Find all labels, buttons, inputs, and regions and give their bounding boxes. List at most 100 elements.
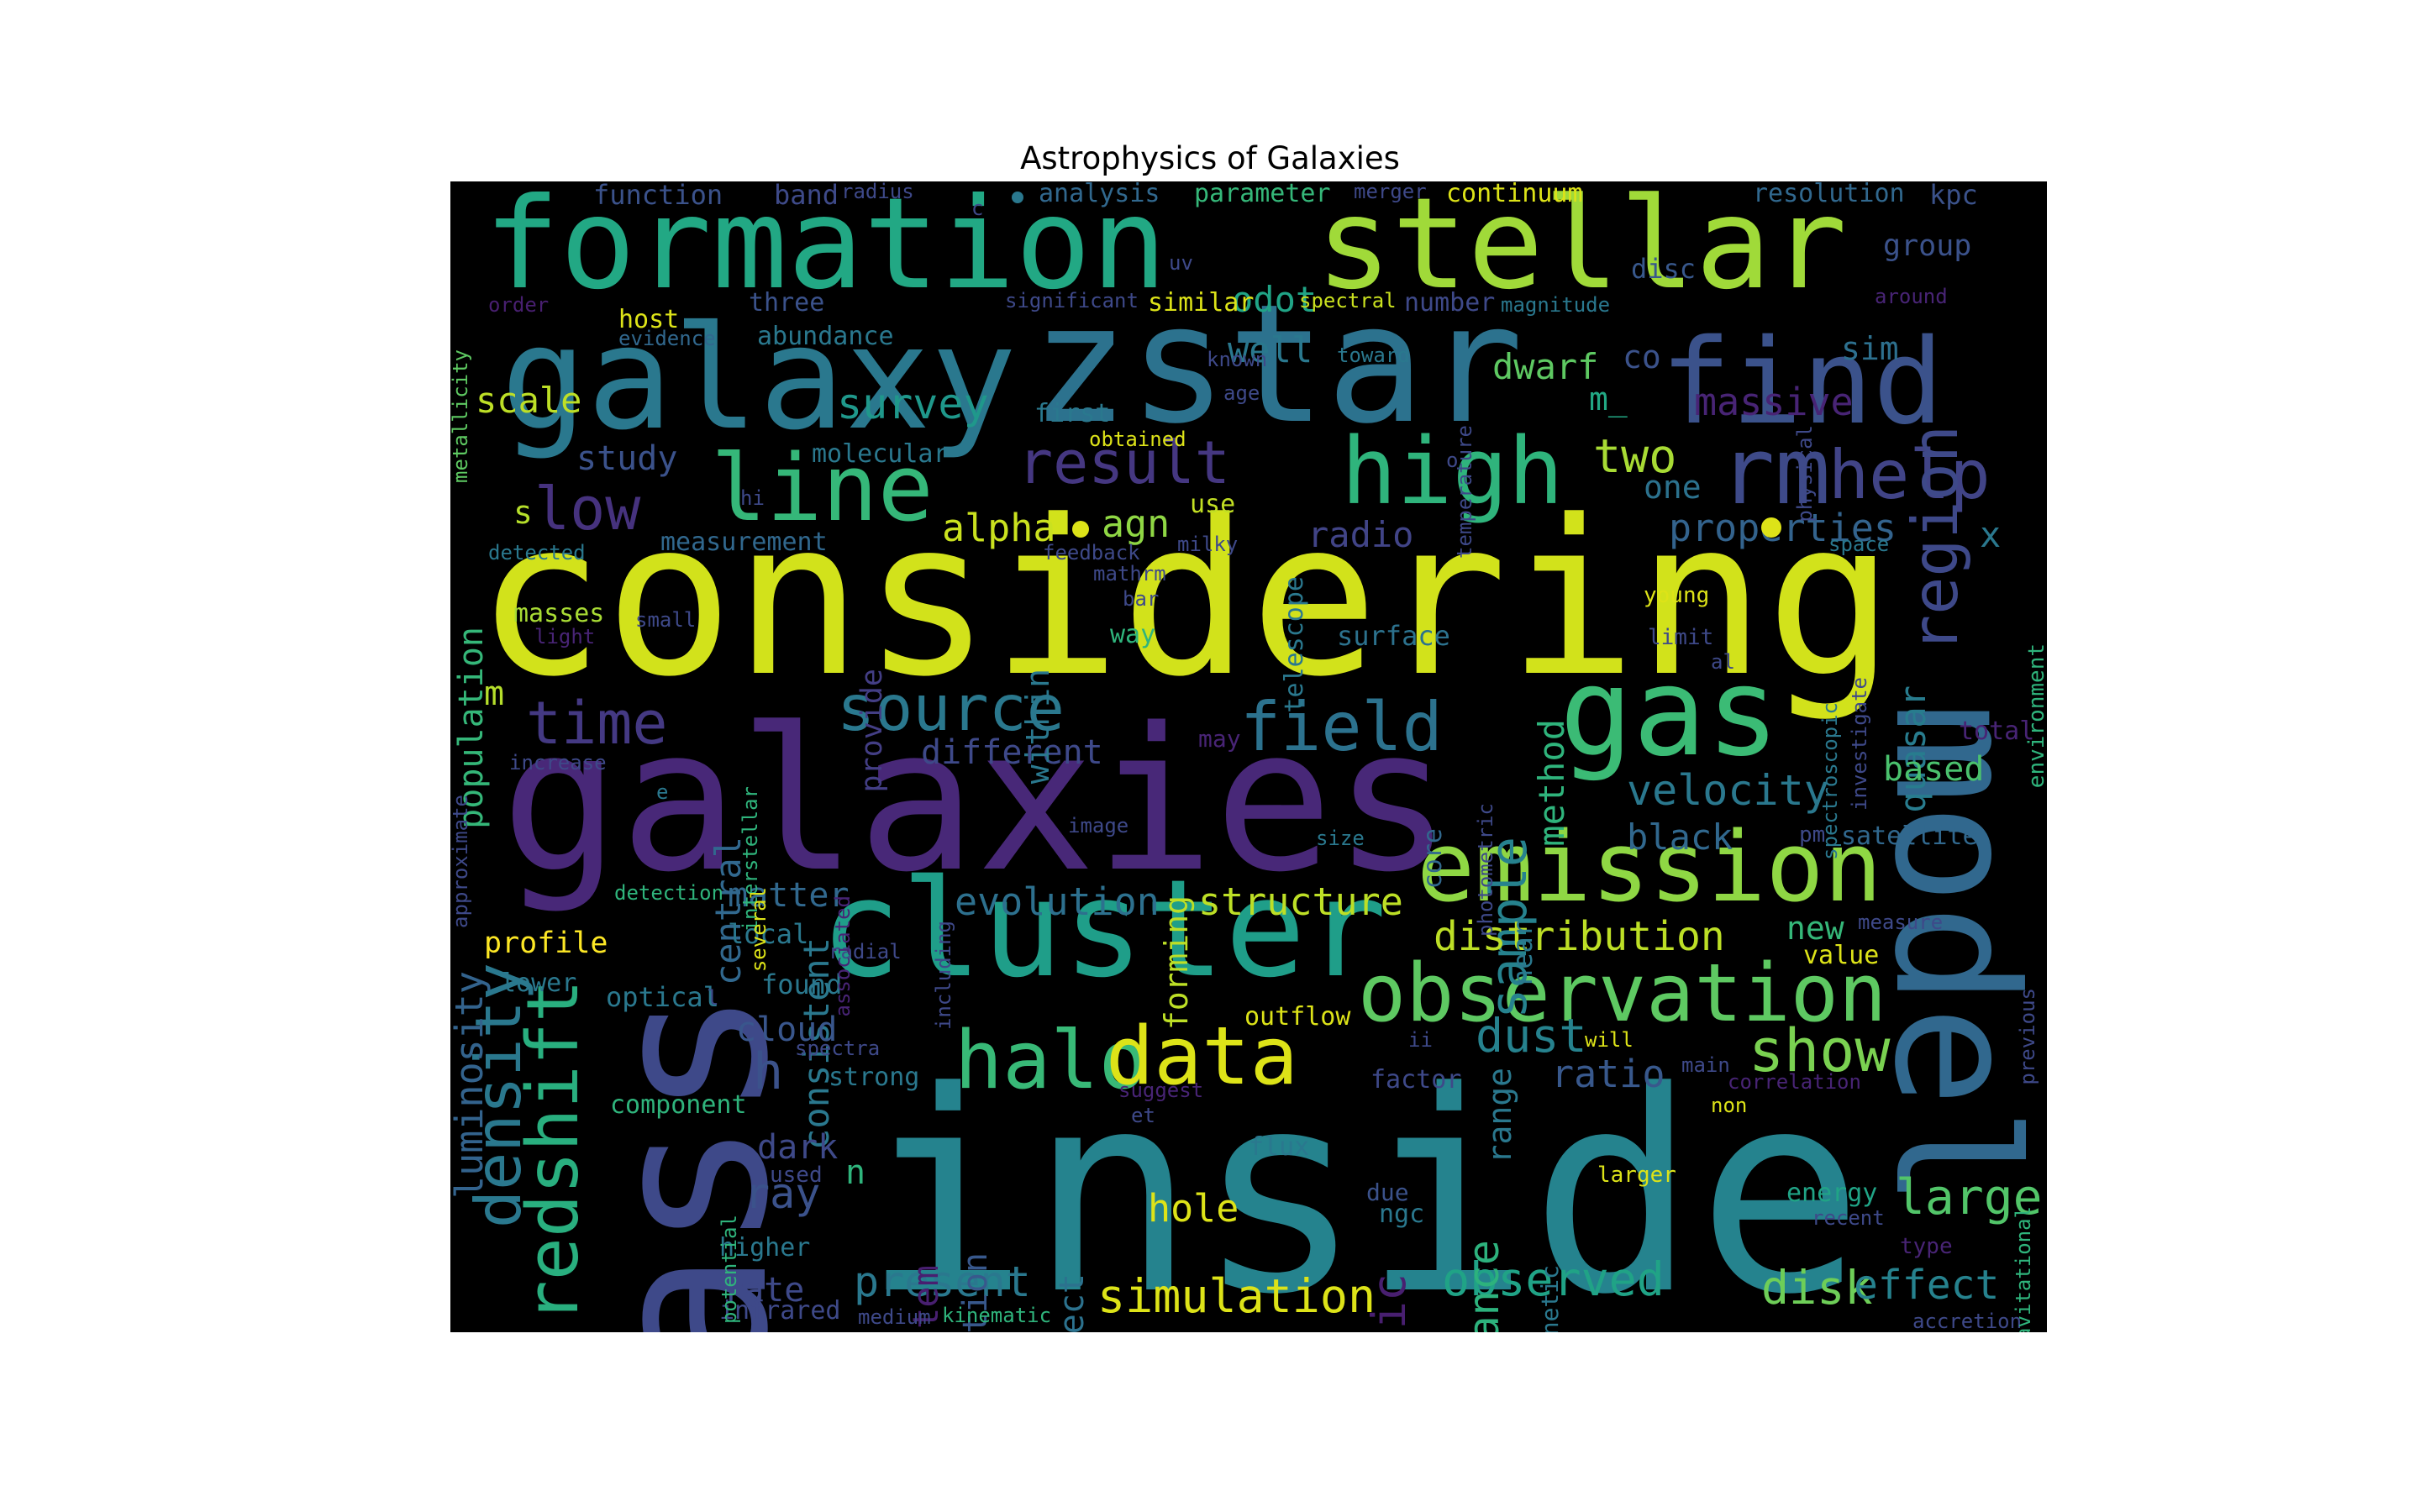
word-considering: considering: [476, 475, 1895, 724]
word-type: type: [1900, 1234, 1953, 1259]
word-temperature: temperature: [1453, 425, 1476, 559]
word-new: new: [1786, 910, 1844, 947]
word-infrared: infrared: [719, 1296, 841, 1326]
word-spectroscopic: spectroscopic: [1818, 702, 1842, 860]
word-field: field: [1240, 688, 1443, 766]
word-evidence: evidence: [618, 327, 716, 350]
word-number: number: [1404, 288, 1496, 318]
word-stellar: stellar: [1316, 181, 1848, 318]
word-halo: halo: [955, 1015, 1147, 1107]
word-one: one: [1644, 469, 1702, 506]
word-cluster: cluster: [820, 850, 1387, 1007]
word-approximate: approximate: [450, 795, 472, 928]
word-satellite: satellite: [1841, 822, 1978, 851]
word-several: several: [747, 887, 771, 973]
word-radial: radial: [829, 940, 902, 963]
word-three: three: [749, 288, 825, 318]
word-zstar: zstar: [1030, 269, 1523, 459]
word-structure: structure: [1198, 879, 1403, 924]
word-main: main: [1681, 1053, 1730, 1077]
word-near: near: [1507, 921, 1539, 986]
word-effect: effect: [1854, 1262, 2000, 1309]
word-medium: medium: [858, 1305, 931, 1329]
word-parameter: parameter: [1194, 181, 1331, 208]
word-analysis: analysis: [1039, 181, 1160, 208]
word-surface: surface: [1337, 620, 1450, 652]
word-n: n: [845, 1153, 866, 1192]
word-ii: ii: [1408, 1028, 1433, 1052]
word-observed: observed: [1442, 1252, 1665, 1306]
word-function: function: [593, 181, 723, 211]
word-dark: dark: [757, 1128, 839, 1167]
word-detection: detection: [614, 881, 724, 905]
word-rate: rate: [723, 1271, 805, 1310]
word-quasar: quasar: [1892, 685, 1933, 813]
word-spectra: spectra: [795, 1037, 881, 1060]
word-kinematic: kinematic: [942, 1304, 1052, 1327]
word-dwarf: dwarf: [1492, 346, 1599, 387]
word-m-: m_: [1589, 381, 1628, 417]
word-component: component: [610, 1090, 747, 1120]
cloud-dot-1: [1761, 517, 1781, 538]
word-luminosity: luminosity: [450, 971, 492, 1199]
word-resolution: resolution: [1753, 181, 1905, 208]
word-high: high: [1341, 417, 1564, 525]
word-object: object: [1053, 1273, 1092, 1332]
word-local: local: [728, 918, 809, 950]
word-evolution: evolution: [955, 879, 1160, 924]
word-black: black: [1627, 816, 1733, 858]
word-associated: associated: [831, 895, 855, 1017]
word-low: low: [534, 475, 641, 543]
word-detected: detected: [488, 541, 586, 564]
word-formation: formation: [484, 181, 1167, 318]
word-m: m: [484, 675, 505, 713]
word-help: help: [1828, 436, 1991, 514]
word-outflow: outflow: [1244, 1002, 1351, 1032]
word-increase: increase: [509, 751, 607, 774]
word-limit: limit: [1648, 625, 1714, 650]
word-simulation: simulation: [1097, 1269, 1376, 1323]
word-region: region: [1898, 425, 1972, 653]
word-well: well: [1228, 329, 1313, 370]
word-ray: ray: [744, 1169, 821, 1218]
word-within: within: [1019, 669, 1056, 785]
word-toward: toward: [1337, 344, 1410, 367]
word-suggest: suggest: [1118, 1079, 1204, 1102]
word-band: band: [774, 181, 839, 211]
word-different: different: [921, 733, 1103, 772]
word-h: h: [753, 1042, 784, 1101]
word-spectral: spectral: [1299, 289, 1397, 312]
word-o: o: [1446, 449, 1459, 472]
word-similar: similar: [1148, 288, 1255, 318]
word-radio: radio: [1307, 514, 1414, 555]
word-known: known: [1207, 348, 1268, 371]
word-light: light: [534, 625, 596, 648]
word-alpha: alpha: [942, 506, 1056, 550]
word-odot: odot: [1232, 279, 1318, 320]
word-host: host: [618, 305, 680, 334]
word-s: s: [513, 494, 533, 531]
word-range: range: [1481, 1068, 1518, 1164]
word-physical: physical: [1793, 425, 1817, 522]
word-uv: uv: [1169, 251, 1193, 275]
word-source: source: [837, 671, 1065, 745]
word-provide: provide: [855, 669, 889, 793]
word-l: l: [707, 986, 719, 1010]
word-model: model: [1857, 702, 2047, 1209]
word-disc: disc: [1631, 253, 1697, 285]
word-gas: gas: [1560, 642, 1780, 784]
word-higher: higher: [719, 1233, 811, 1263]
cloud-dot-2: [1072, 521, 1089, 538]
word-image: image: [1068, 814, 1129, 837]
word-including: including: [932, 921, 955, 1031]
word-properties: properties: [1669, 506, 1897, 550]
word-investigate: investigate: [1848, 677, 1871, 811]
word-continuum: continuum: [1446, 181, 1583, 208]
word-x: x: [1980, 514, 2002, 555]
word-distribution: distribution: [1434, 913, 1725, 960]
word-core: core: [1418, 828, 1448, 890]
cloud-dot-3: [1012, 192, 1023, 203]
word-ratio: ratio: [1551, 1052, 1665, 1096]
word-abundance: abundance: [757, 322, 894, 351]
word-hole: hole: [1148, 1186, 1239, 1231]
